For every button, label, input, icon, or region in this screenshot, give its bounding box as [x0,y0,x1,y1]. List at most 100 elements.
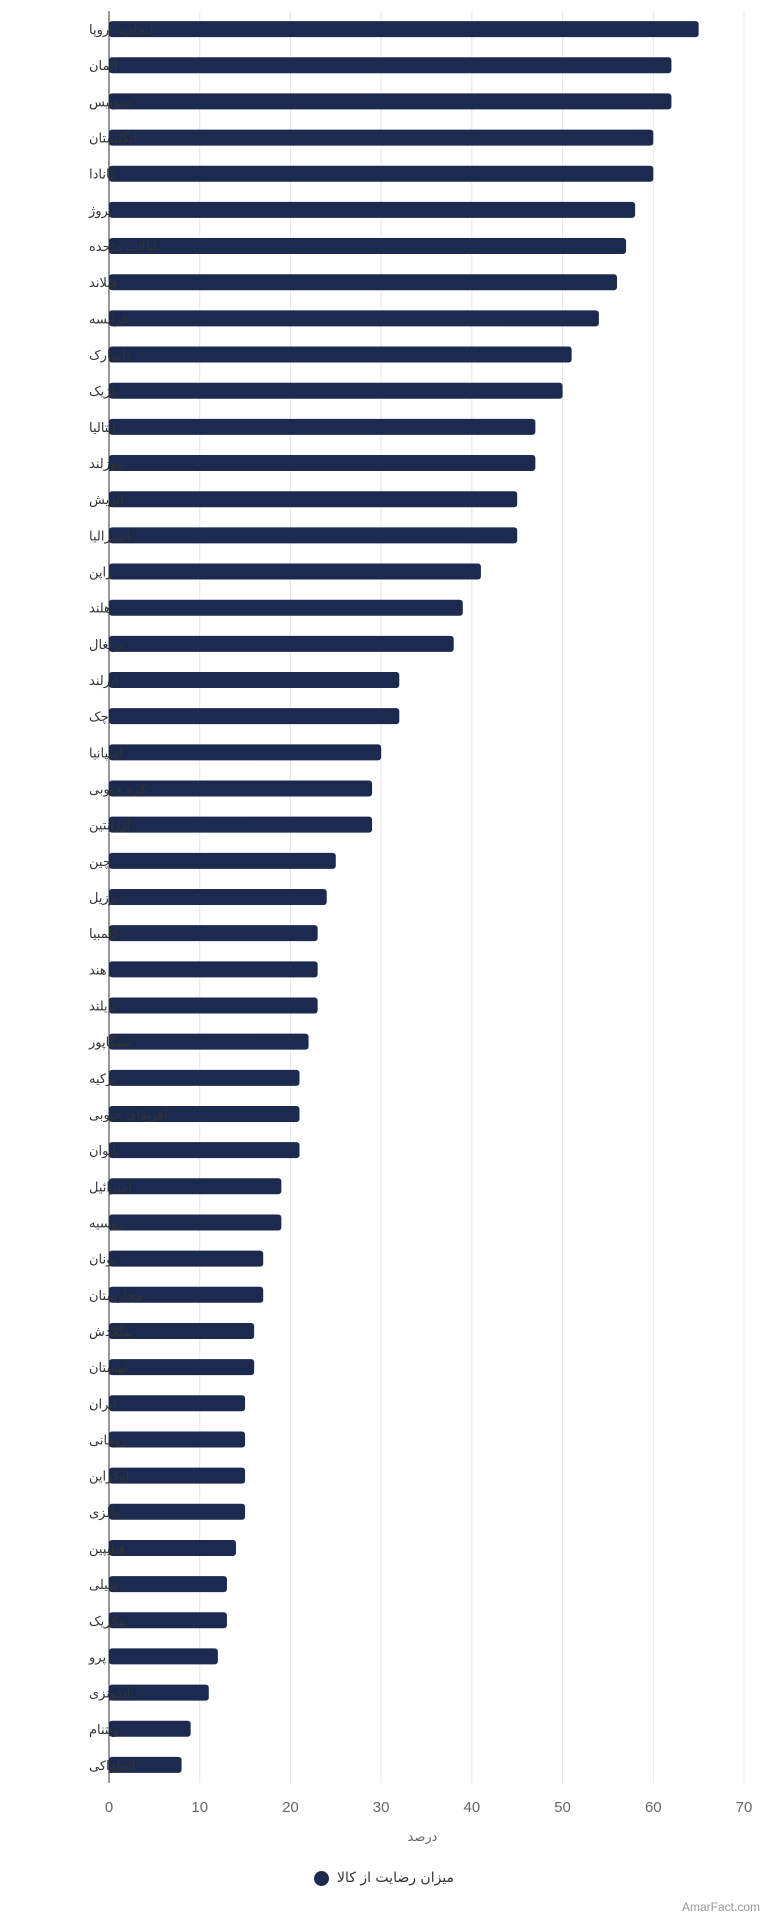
bar[interactable] [109,925,318,942]
category-label: اسرائیل [89,1180,132,1195]
x-tick-label: 40 [464,1799,481,1816]
bar[interactable] [109,310,599,327]
category-label: مجارستان [89,1289,143,1304]
category-label: آفریقای جنوبی [89,1106,169,1123]
category-label: کلمبیا [89,927,120,942]
category-label: انگلستان [89,131,137,147]
category-label: استرالیا [89,529,130,544]
category-label: کره جنوبی [89,783,147,798]
bar[interactable] [109,1178,282,1195]
bar[interactable] [109,1684,209,1701]
bar[interactable] [109,1720,191,1737]
bar[interactable] [109,382,563,399]
category-label: اوکراین [89,1470,129,1485]
bar[interactable] [109,491,518,508]
bar[interactable] [109,1648,218,1665]
category-label: فیلیپین [89,1542,125,1557]
category-label: یونان [89,1253,117,1268]
category-label: هند [89,963,107,978]
category-label: ژاپن [89,566,112,581]
category-label: شیلی [89,1578,119,1593]
category-label: مکزیک [89,1614,126,1629]
bar[interactable] [109,455,536,472]
category-label: چک [89,710,109,725]
bar[interactable] [109,672,400,689]
category-label: آرژانتین [89,817,132,834]
bar[interactable] [109,201,636,218]
bar[interactable] [109,527,518,544]
bar[interactable] [109,1033,309,1050]
bar[interactable] [109,418,536,435]
bar[interactable] [109,1431,246,1448]
bar[interactable] [109,274,617,291]
x-tick-label: 20 [282,1799,299,1816]
category-label: برزیل [89,891,120,906]
x-tick-label: 70 [736,1799,753,1816]
category-label: دانمارک [89,349,132,364]
category-label: نیوزلند [89,457,124,472]
bar[interactable] [109,1756,182,1773]
legend-marker [313,1870,329,1886]
category-label: اندونزی [89,1687,130,1702]
category-label: پرتغال [89,638,123,653]
bar[interactable] [109,997,318,1014]
bar[interactable] [109,708,400,725]
bar[interactable] [109,1214,282,1231]
bar[interactable] [109,93,672,110]
category-label: بنگلادش [89,1324,133,1340]
category-label: لهستان [89,1361,128,1376]
category-label: رومانی [89,1433,127,1448]
bar[interactable] [109,1395,246,1412]
bar[interactable] [109,1576,227,1593]
bar[interactable] [109,1539,236,1556]
bar[interactable] [109,635,454,652]
bar[interactable] [109,744,382,761]
x-tick-label: 0 [105,1799,113,1816]
category-label: چین [89,855,111,870]
category-label: مالزی [89,1506,121,1521]
category-label: ایتالیا [89,421,116,436]
bar[interactable] [109,816,373,833]
category-label: سنگاپور [88,1035,132,1051]
category-label: بلژیک [89,385,119,400]
category-label: اتریش [89,493,124,508]
bar[interactable] [109,346,572,363]
x-tick-label: 10 [191,1799,208,1816]
bar[interactable] [109,1467,246,1484]
bar[interactable] [109,1286,264,1303]
x-tick-label: 30 [373,1799,390,1816]
bar[interactable] [109,889,327,905]
x-tick-label: 50 [554,1799,571,1816]
bar[interactable] [109,852,336,869]
category-label: فرانسه [89,312,128,327]
bar[interactable] [109,563,481,580]
category-label: ترکیه [89,1072,117,1087]
bar[interactable] [109,1250,264,1267]
legend[interactable]: میزان رضایت از کالا [0,1866,768,1890]
bar[interactable] [109,165,654,182]
bar[interactable] [109,1612,227,1629]
bar[interactable] [109,1105,300,1122]
credit-text[interactable]: AmarFact.com [681,1900,760,1914]
category-label: تایوان [89,1144,120,1159]
category-label: اسلواکی [89,1759,135,1774]
bar[interactable] [109,238,627,255]
bar[interactable] [109,1142,300,1159]
category-label: تایلند [89,999,116,1014]
category-label: ایرلند [89,674,118,689]
bar[interactable] [109,780,373,797]
bar[interactable] [109,599,463,616]
bar[interactable] [109,129,654,146]
bar[interactable] [109,1069,300,1086]
bar[interactable] [109,961,318,978]
bar[interactable] [109,1503,246,1520]
bar[interactable] [109,1322,255,1339]
category-label: اتحادیه اروپا [89,23,153,38]
category-label: سوئیس [89,95,131,110]
bar[interactable] [109,57,672,74]
category-label: نروژ [88,204,112,219]
bar[interactable] [109,21,699,38]
x-axis-title: درصد [408,1830,438,1845]
bar[interactable] [109,1359,255,1376]
